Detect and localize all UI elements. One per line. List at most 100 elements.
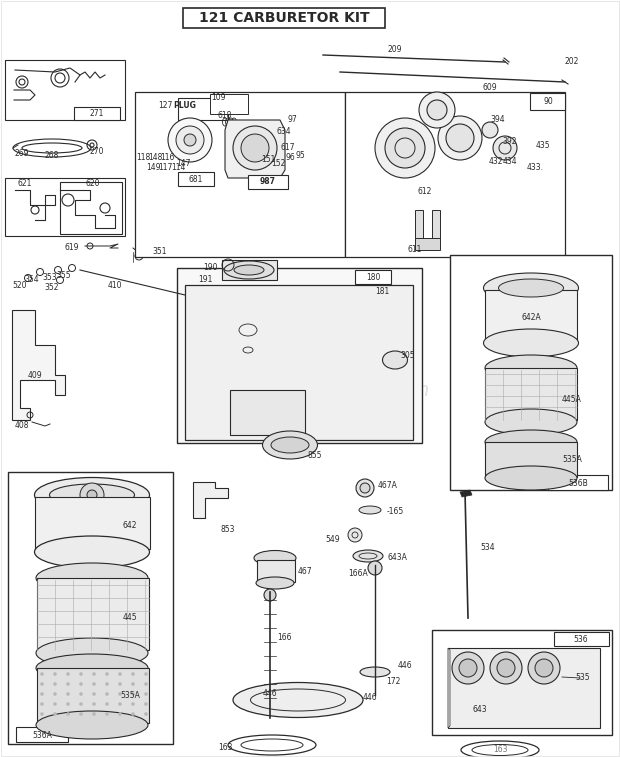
Text: eReplacementParts.com: eReplacementParts.com: [191, 381, 429, 400]
Ellipse shape: [36, 654, 148, 682]
Text: 163: 163: [218, 743, 232, 752]
Circle shape: [105, 692, 108, 696]
Text: 467A: 467A: [378, 481, 398, 490]
Bar: [8, 472, 173, 744]
Circle shape: [459, 659, 477, 677]
Text: 535A: 535A: [120, 690, 140, 699]
Bar: [530, 93, 565, 110]
Text: 535: 535: [576, 674, 590, 683]
Bar: [60, 182, 122, 234]
Ellipse shape: [36, 563, 148, 593]
Circle shape: [118, 712, 122, 716]
Text: 269: 269: [15, 148, 29, 157]
Text: 202: 202: [565, 58, 579, 67]
Text: 446: 446: [363, 693, 378, 702]
Ellipse shape: [35, 536, 149, 568]
Text: 116: 116: [160, 152, 174, 161]
Bar: [178, 98, 228, 120]
Ellipse shape: [50, 484, 135, 506]
Text: 617: 617: [281, 144, 295, 152]
Text: 536B: 536B: [568, 478, 588, 488]
Bar: [37, 578, 149, 650]
Text: 109: 109: [211, 94, 225, 102]
Polygon shape: [225, 120, 285, 178]
Circle shape: [528, 652, 560, 684]
Text: 410: 410: [108, 281, 122, 289]
Circle shape: [66, 702, 70, 706]
Circle shape: [92, 702, 96, 706]
Text: 172: 172: [386, 678, 400, 687]
Circle shape: [53, 672, 57, 676]
Text: 618: 618: [218, 111, 232, 120]
Circle shape: [144, 682, 148, 686]
Text: 97: 97: [287, 116, 297, 124]
Ellipse shape: [256, 577, 294, 589]
Text: 163: 163: [493, 746, 507, 755]
Circle shape: [79, 672, 83, 676]
Ellipse shape: [353, 550, 383, 562]
Circle shape: [438, 116, 482, 160]
Text: 520: 520: [13, 281, 27, 289]
Circle shape: [118, 672, 122, 676]
Text: 117: 117: [158, 163, 172, 172]
Text: 268: 268: [45, 151, 59, 160]
Circle shape: [92, 682, 96, 686]
Text: 409: 409: [28, 370, 42, 379]
Circle shape: [144, 672, 148, 676]
Bar: [415, 210, 423, 240]
Bar: [230, 390, 305, 435]
Text: 681: 681: [189, 175, 203, 183]
Bar: [185, 285, 413, 440]
Circle shape: [40, 692, 44, 696]
Text: 536: 536: [574, 634, 588, 643]
Circle shape: [131, 682, 135, 686]
Circle shape: [144, 702, 148, 706]
Ellipse shape: [271, 437, 309, 453]
Ellipse shape: [262, 431, 317, 459]
Bar: [135, 92, 345, 257]
Circle shape: [79, 702, 83, 706]
Circle shape: [66, 692, 70, 696]
Circle shape: [490, 652, 522, 684]
Text: 180: 180: [366, 273, 380, 282]
Bar: [548, 475, 608, 490]
Ellipse shape: [36, 638, 148, 668]
Text: 467: 467: [298, 568, 312, 577]
Bar: [432, 630, 612, 735]
Bar: [432, 210, 440, 240]
Circle shape: [79, 682, 83, 686]
Text: 445A: 445A: [562, 395, 582, 404]
Text: 535A: 535A: [562, 456, 582, 465]
Circle shape: [105, 672, 108, 676]
Bar: [485, 442, 577, 477]
Polygon shape: [12, 310, 65, 420]
Text: 271: 271: [90, 108, 104, 117]
Text: 434: 434: [503, 157, 517, 167]
Bar: [485, 290, 577, 340]
Bar: [355, 270, 391, 284]
Circle shape: [53, 712, 57, 716]
Text: 536A: 536A: [32, 731, 52, 740]
Text: 432: 432: [489, 157, 503, 167]
Bar: [222, 260, 277, 280]
Bar: [178, 172, 214, 186]
Text: 612: 612: [418, 188, 432, 197]
Bar: [345, 92, 565, 257]
Circle shape: [66, 712, 70, 716]
Bar: [74, 107, 120, 120]
Circle shape: [66, 672, 70, 676]
Circle shape: [385, 128, 425, 168]
Text: 121 CARBURETOR KIT: 121 CARBURETOR KIT: [198, 11, 370, 25]
Ellipse shape: [485, 466, 577, 490]
Ellipse shape: [498, 279, 564, 297]
Bar: [37, 668, 149, 723]
Ellipse shape: [359, 506, 381, 514]
Circle shape: [360, 483, 370, 493]
Bar: [485, 368, 577, 420]
Text: 90: 90: [543, 98, 553, 107]
Text: 408: 408: [15, 420, 29, 429]
Text: 151: 151: [261, 155, 275, 164]
Circle shape: [264, 589, 276, 601]
Text: 446: 446: [263, 689, 277, 697]
Circle shape: [131, 672, 135, 676]
